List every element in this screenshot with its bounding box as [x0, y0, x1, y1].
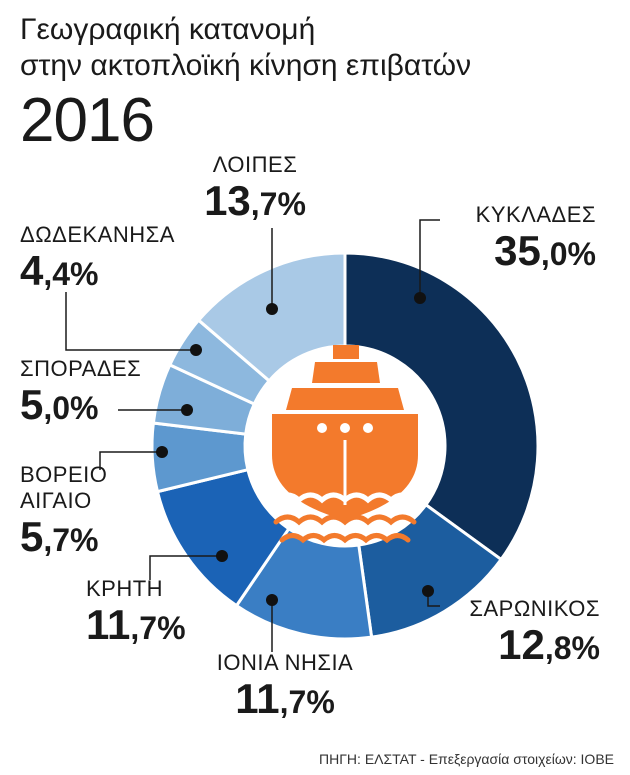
leader-lines: [65, 219, 440, 652]
label-voreio: ΒΟΡΕΙΟ ΑΙΓΑΙΟ 5,7%: [20, 462, 107, 563]
leader-dot-saronikos: [422, 585, 434, 597]
ship-part-2: [286, 388, 404, 410]
label-name-loipes: ΛΟΙΠΕΣ: [212, 152, 298, 177]
label-name-saronikos: ΣΑΡΩΝΙΚΟΣ: [469, 596, 600, 621]
ship-icon: [272, 345, 418, 544]
slice-kyklades: [343, 251, 540, 562]
slice-loipes: [196, 251, 347, 383]
source-note: ΠΗΓΗ: ΕΛΣΤΑΤ - Επεξεργασία στοιχείων: ΙΟ…: [319, 751, 614, 767]
label-ionia: ΙΟΝΙΑ ΝΗΣΙΑ 11,7%: [200, 650, 370, 725]
leader-line-kyklades: [419, 219, 440, 298]
label-dodekanisa: ΔΩΔΕΚΑΝΗΣΑ 4,4%: [20, 222, 175, 297]
leader-dot-ionia: [266, 594, 278, 606]
chart-title-line-2: στην ακτοπλοϊκή κίνηση επιβατών: [20, 49, 472, 82]
ship-wave-1: [273, 514, 417, 526]
label-name-kyklades: ΚΥΚΛΑΔΕΣ: [475, 202, 596, 227]
leader-dot-voreio: [156, 446, 168, 458]
label-value-kyklades: 35,0%: [494, 227, 596, 274]
leader-dot-dodekanisa: [190, 344, 202, 356]
leader-line-voreio: [99, 451, 162, 470]
label-name-ionia: ΙΟΝΙΑ ΝΗΣΙΑ: [216, 650, 354, 675]
label-value-sporades: 5,0%: [20, 381, 99, 428]
label-value-voreio: 5,7%: [20, 513, 99, 560]
ship-part-0: [333, 345, 359, 359]
label-name-voreio-1: ΒΟΡΕΙΟ: [20, 462, 108, 487]
leader-line-kriti: [149, 555, 222, 580]
ship-porthole-2: [363, 423, 373, 433]
ship-porthole-0: [317, 423, 327, 433]
label-name-voreio-2: ΑΙΓΑΙΟ: [20, 488, 92, 513]
label-saronikos: ΣΑΡΩΝΙΚΟΣ 12,8%: [469, 596, 600, 671]
label-loipes: ΛΟΙΠΕΣ 13,7%: [180, 152, 330, 227]
label-name-dodekanisa: ΔΩΔΕΚΑΝΗΣΑ: [20, 222, 175, 247]
ship-wave-0: [273, 492, 417, 504]
label-kriti: ΚΡΗΤΗ 11,7%: [86, 576, 186, 651]
leader-dot-loipes: [266, 303, 278, 315]
ship-wave-2: [279, 533, 411, 544]
leader-dot-kriti: [216, 550, 228, 562]
label-value-dodekanisa: 4,4%: [20, 247, 99, 294]
leader-dot-kyklades: [414, 292, 426, 304]
label-value-saronikos: 12,8%: [498, 621, 600, 668]
label-value-kriti: 11,7%: [86, 601, 186, 648]
ship-part-1: [312, 362, 380, 383]
leader-line-dodekanisa: [65, 292, 196, 351]
donut-slices: [150, 251, 540, 641]
label-name-kriti: ΚΡΗΤΗ: [86, 576, 164, 601]
label-value-loipes: 13,7%: [204, 177, 306, 224]
chart-title-line-1: Γεωγραφική κατανομή: [20, 13, 316, 46]
label-kyklades: ΚΥΚΛΑΔΕΣ 35,0%: [476, 202, 596, 277]
ship-porthole-1: [340, 423, 350, 433]
chart-year: 2016: [20, 86, 155, 155]
label-sporades: ΣΠΟΡΑΔΕΣ 5,0%: [20, 356, 141, 431]
leader-dot-sporades: [181, 404, 193, 416]
label-name-sporades: ΣΠΟΡΑΔΕΣ: [20, 356, 142, 381]
label-value-ionia: 11,7%: [235, 675, 335, 722]
